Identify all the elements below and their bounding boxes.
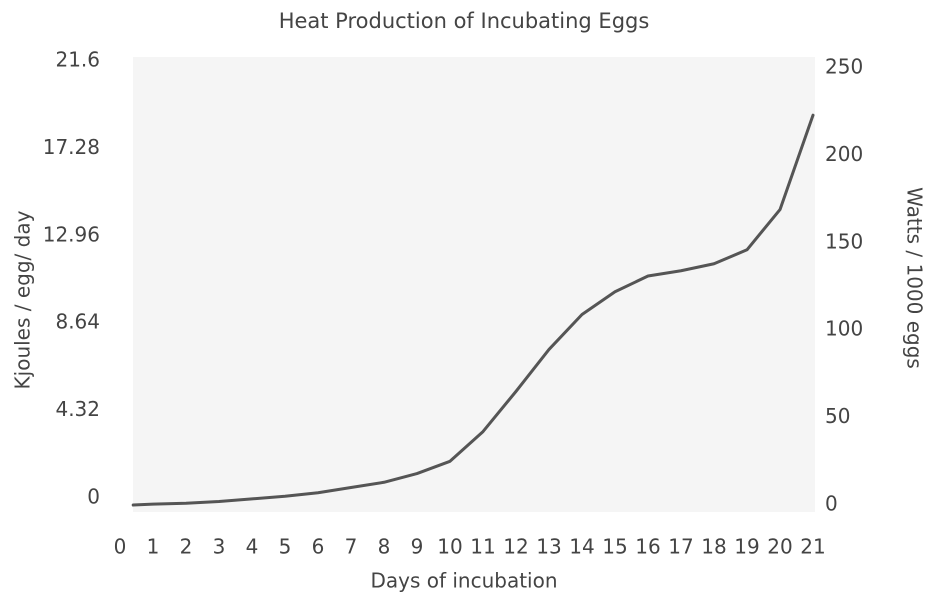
y2-tick-label: 250 [825,55,863,79]
x-tick-label: 1 [147,535,160,559]
x-tick-label: 15 [602,535,627,559]
x-tick-label: 7 [345,535,358,559]
y-tick-label: 12.96 [43,222,100,246]
x-tick-label: 14 [569,535,594,559]
x-tick-label: 20 [767,535,792,559]
chart-title: Heat Production of Incubating Eggs [279,9,650,33]
y-axis-label: Kjoules / egg/ day [11,210,35,389]
x-tick-label: 6 [312,535,325,559]
x-tick-label: 16 [635,535,660,559]
x-axis-label: Days of incubation [370,569,557,593]
x-tick-label: 21 [800,535,825,559]
y-tick-label: 17.28 [43,135,100,159]
x-tick-label: 0 [114,535,127,559]
y2-tick-label: 100 [825,317,863,341]
x-tick-label: 19 [734,535,759,559]
x-tick-label: 8 [378,535,391,559]
data-line [131,113,815,507]
y2-axis-label: Watts / 1000 eggs [903,187,927,369]
y2-tick-label: 200 [825,142,863,166]
x-tick-label: 2 [180,535,193,559]
x-tick-label: 5 [279,535,292,559]
y-tick-label: 4.32 [55,397,100,421]
y-tick-label: 0 [87,485,100,509]
y2-tick-label: 0 [825,492,838,516]
x-tick-label: 4 [246,535,259,559]
plot-area [133,57,815,512]
x-tick-label: 13 [536,535,561,559]
x-tick-label: 10 [437,535,462,559]
x-tick-label: 12 [503,535,528,559]
y2-tick-label: 150 [825,229,863,253]
x-tick-label: 18 [701,535,726,559]
x-tick-label: 3 [213,535,226,559]
y-tick-label: 21.6 [55,48,100,72]
x-tick-label: 11 [470,535,495,559]
y-tick-label: 8.64 [55,310,100,334]
x-tick-label: 9 [411,535,424,559]
y2-tick-label: 50 [825,404,850,428]
x-tick-label: 17 [668,535,693,559]
